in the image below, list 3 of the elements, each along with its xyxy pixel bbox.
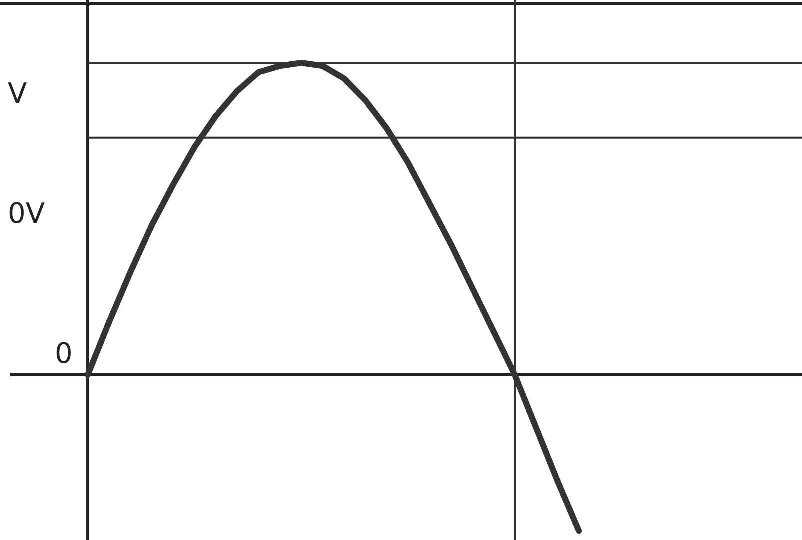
text: 0V — [8, 197, 45, 230]
text: V — [8, 77, 28, 110]
text: 0 — [55, 337, 73, 370]
